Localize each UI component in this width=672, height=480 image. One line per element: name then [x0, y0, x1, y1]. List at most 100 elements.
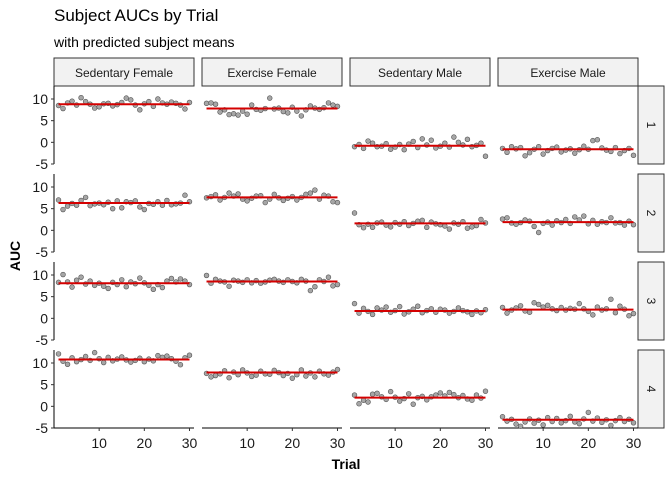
x-tick-label: 20: [285, 435, 301, 451]
data-point: [396, 398, 403, 404]
data-point: [334, 366, 341, 373]
data-point: [334, 281, 341, 288]
x-axis-label: Trial: [332, 456, 361, 472]
data-point: [455, 305, 462, 311]
data-point: [137, 275, 143, 281]
data-point: [451, 391, 457, 398]
data-point: [262, 199, 268, 206]
data-point: [517, 423, 524, 429]
y-tick-label: -5: [36, 156, 49, 172]
data-point: [455, 139, 462, 146]
data-point: [396, 303, 403, 310]
x-tick-label: 30: [330, 435, 346, 451]
data-point: [531, 420, 537, 426]
data-point: [630, 310, 637, 317]
data-point: [159, 284, 166, 291]
data-point: [267, 95, 273, 101]
data-point: [446, 389, 453, 396]
data-point: [78, 94, 84, 101]
row-strip: [637, 349, 665, 429]
data-point: [369, 311, 376, 318]
x-tick-label: 20: [581, 435, 597, 451]
data-point: [626, 313, 632, 319]
data-point: [464, 136, 471, 143]
data-point: [289, 375, 296, 381]
data-point: [182, 106, 188, 112]
data-point: [280, 372, 286, 379]
data-point: [469, 224, 475, 230]
data-point: [549, 222, 555, 228]
data-point: [334, 199, 341, 206]
data-point: [630, 152, 637, 159]
data-point: [374, 305, 380, 311]
data-point: [177, 362, 184, 368]
column-strip: [497, 57, 639, 87]
row-strip: [637, 85, 665, 165]
data-point: [590, 312, 596, 318]
y-tick-label: 0: [40, 398, 48, 414]
data-point: [248, 373, 255, 380]
data-point: [82, 353, 89, 360]
x-tick-label: 20: [137, 435, 153, 451]
data-point: [576, 420, 582, 427]
data-point: [164, 353, 170, 359]
data-point: [168, 275, 175, 282]
data-point: [280, 197, 286, 204]
data-point: [617, 303, 623, 309]
data-point: [415, 303, 421, 309]
data-point: [540, 151, 546, 157]
data-point: [303, 373, 309, 379]
data-point: [401, 147, 407, 153]
column-strip: [349, 57, 491, 87]
y-tick-label: -5: [36, 244, 49, 260]
data-point: [82, 194, 89, 201]
data-point: [581, 143, 587, 149]
data-point: [69, 284, 75, 290]
data-point: [369, 224, 376, 231]
data-point: [155, 352, 161, 359]
data-point: [155, 96, 161, 102]
data-point: [212, 372, 219, 379]
y-tick-label: 10: [32, 91, 48, 107]
x-tick-label: 30: [478, 435, 494, 451]
data-point: [186, 352, 193, 358]
data-point: [91, 105, 98, 111]
data-point: [365, 138, 371, 144]
data-point: [226, 283, 232, 289]
data-point: [330, 199, 336, 205]
y-tick-label: 5: [40, 289, 48, 305]
data-point: [410, 138, 416, 145]
data-point: [137, 204, 143, 210]
data-point: [235, 191, 241, 197]
data-point: [78, 274, 84, 280]
data-point: [594, 137, 601, 143]
data-point: [581, 213, 587, 219]
column-strip-label: Sedentary Male: [378, 66, 462, 80]
data-point: [469, 311, 475, 318]
data-point: [576, 300, 582, 307]
data-point: [150, 286, 157, 292]
data-point: [303, 191, 309, 198]
data-point: [406, 391, 412, 397]
x-tick-label: 30: [182, 435, 198, 451]
y-tick-label: 0: [40, 310, 48, 326]
data-point: [91, 349, 98, 356]
data-point: [244, 111, 250, 117]
column-strip: [201, 57, 343, 87]
column-strip: [53, 57, 195, 87]
data-point: [69, 98, 75, 104]
data-point: [60, 206, 66, 213]
data-point: [608, 422, 614, 429]
data-point: [419, 136, 425, 142]
x-tick-label: 10: [91, 435, 107, 451]
x-tick-label: 10: [239, 435, 255, 451]
data-point: [513, 421, 519, 427]
data-point: [499, 216, 506, 222]
row-strip-label: 2: [644, 210, 658, 217]
data-point: [517, 303, 524, 309]
data-point: [572, 150, 578, 156]
data-point: [330, 102, 336, 108]
data-point: [365, 399, 371, 405]
data-point: [383, 304, 389, 310]
data-point: [73, 277, 80, 283]
